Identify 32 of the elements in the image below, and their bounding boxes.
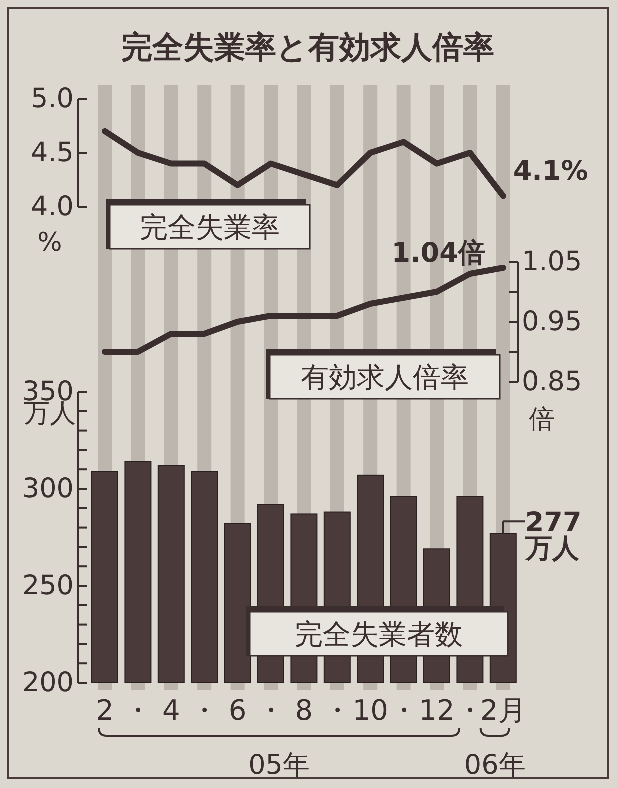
y-tick-label: 4.5 xyxy=(31,138,74,168)
x-tick-label: 4 xyxy=(162,694,180,727)
series-label: 完全失業者数 xyxy=(295,618,463,651)
chart-title: 完全失業率と有効求人倍率 xyxy=(122,30,494,66)
data-label: 277 万人 xyxy=(524,508,582,565)
y-tick-label: 0.95 xyxy=(522,306,582,338)
x-tick-label: 10 xyxy=(352,694,388,727)
data-label: 1.04倍 xyxy=(392,238,486,269)
y-tick-label: 300 xyxy=(22,474,74,504)
y-tick-label: 1.05 xyxy=(522,246,582,278)
y-tick-label: 4.0 xyxy=(31,192,74,222)
x-tick-label: ・ xyxy=(190,694,219,727)
x-tick-label: ・ xyxy=(323,694,352,727)
x-tick-label: ・ xyxy=(390,694,418,727)
x-tick-label: ・ xyxy=(124,694,152,727)
series-label: 完全失業率 xyxy=(140,211,280,244)
y-tick-label: 0.85 xyxy=(522,366,582,398)
x-tick-label: ・ xyxy=(257,694,285,727)
x-tick-label: 2月 xyxy=(480,694,526,727)
x-tick-label: 6 xyxy=(228,694,247,727)
text: 05年 xyxy=(248,750,310,781)
text: 06年 xyxy=(464,750,526,781)
y-axis-title: % xyxy=(38,228,62,258)
y-tick-label: 250 xyxy=(22,570,74,602)
y-tick-label: 5.0 xyxy=(31,84,74,114)
x-tick-label: 2 xyxy=(96,694,114,727)
y-tick-label: 200 xyxy=(22,668,74,698)
series-label: 有効求人倍率 xyxy=(301,361,469,394)
x-tick-label: 12 xyxy=(419,694,455,727)
x-tick-label: 8 xyxy=(295,694,314,727)
data-label: 4.1% xyxy=(513,156,588,188)
y-axis-title: 倍 xyxy=(529,405,555,435)
